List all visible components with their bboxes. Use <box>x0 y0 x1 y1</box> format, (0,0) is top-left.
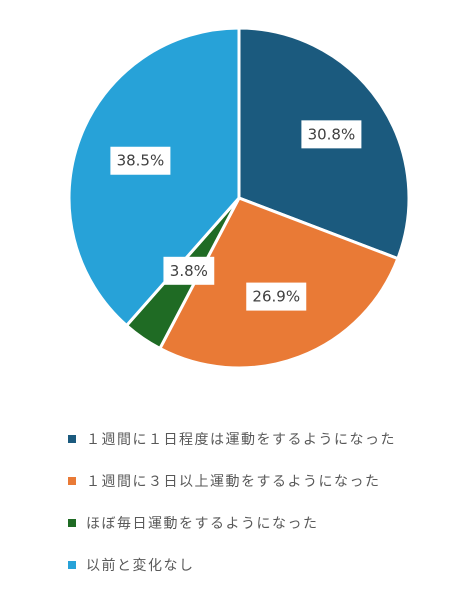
data-label-box <box>246 282 307 311</box>
legend-item: １週間に３日以上運動をするようになった <box>68 460 458 502</box>
data-label-box <box>110 146 171 175</box>
legend: １週間に１日程度は運動をするようになった １週間に３日以上運動をするようになった… <box>68 418 458 586</box>
pie-slices <box>67 26 411 370</box>
legend-label: １週間に１日程度は運動をするようになった <box>86 432 396 448</box>
data-label: 26.9% <box>246 282 307 311</box>
data-label-text: 30.8% <box>308 125 356 143</box>
data-label-box <box>301 120 362 149</box>
data-label: 38.5% <box>110 146 171 175</box>
pie-slice <box>67 26 241 328</box>
legend-swatch <box>68 519 76 527</box>
data-label-box <box>163 256 215 285</box>
legend-item: ほぼ毎日運動をするようになった <box>68 502 458 544</box>
legend-swatch <box>68 561 76 569</box>
legend-swatch <box>68 477 76 485</box>
data-label-text: 38.5% <box>117 152 165 170</box>
data-labels: 30.8% 26.9% 3.8% 38.5% <box>110 120 362 311</box>
legend-label: １週間に３日以上運動をするようになった <box>86 474 381 490</box>
data-label: 3.8% <box>163 256 215 285</box>
data-label: 30.8% <box>301 120 362 149</box>
legend-item: １週間に１日程度は運動をするようになった <box>68 418 458 460</box>
legend-label: ほぼ毎日運動をするようになった <box>86 516 319 532</box>
legend-label: 以前と変化なし <box>86 558 195 574</box>
data-label-text: 3.8% <box>170 262 208 280</box>
legend-item: 以前と変化なし <box>68 544 458 586</box>
data-label-text: 26.9% <box>252 288 300 306</box>
legend-swatch <box>68 435 76 443</box>
pie-chart: 30.8% 26.9% 3.8% 38.5% <box>67 26 411 370</box>
